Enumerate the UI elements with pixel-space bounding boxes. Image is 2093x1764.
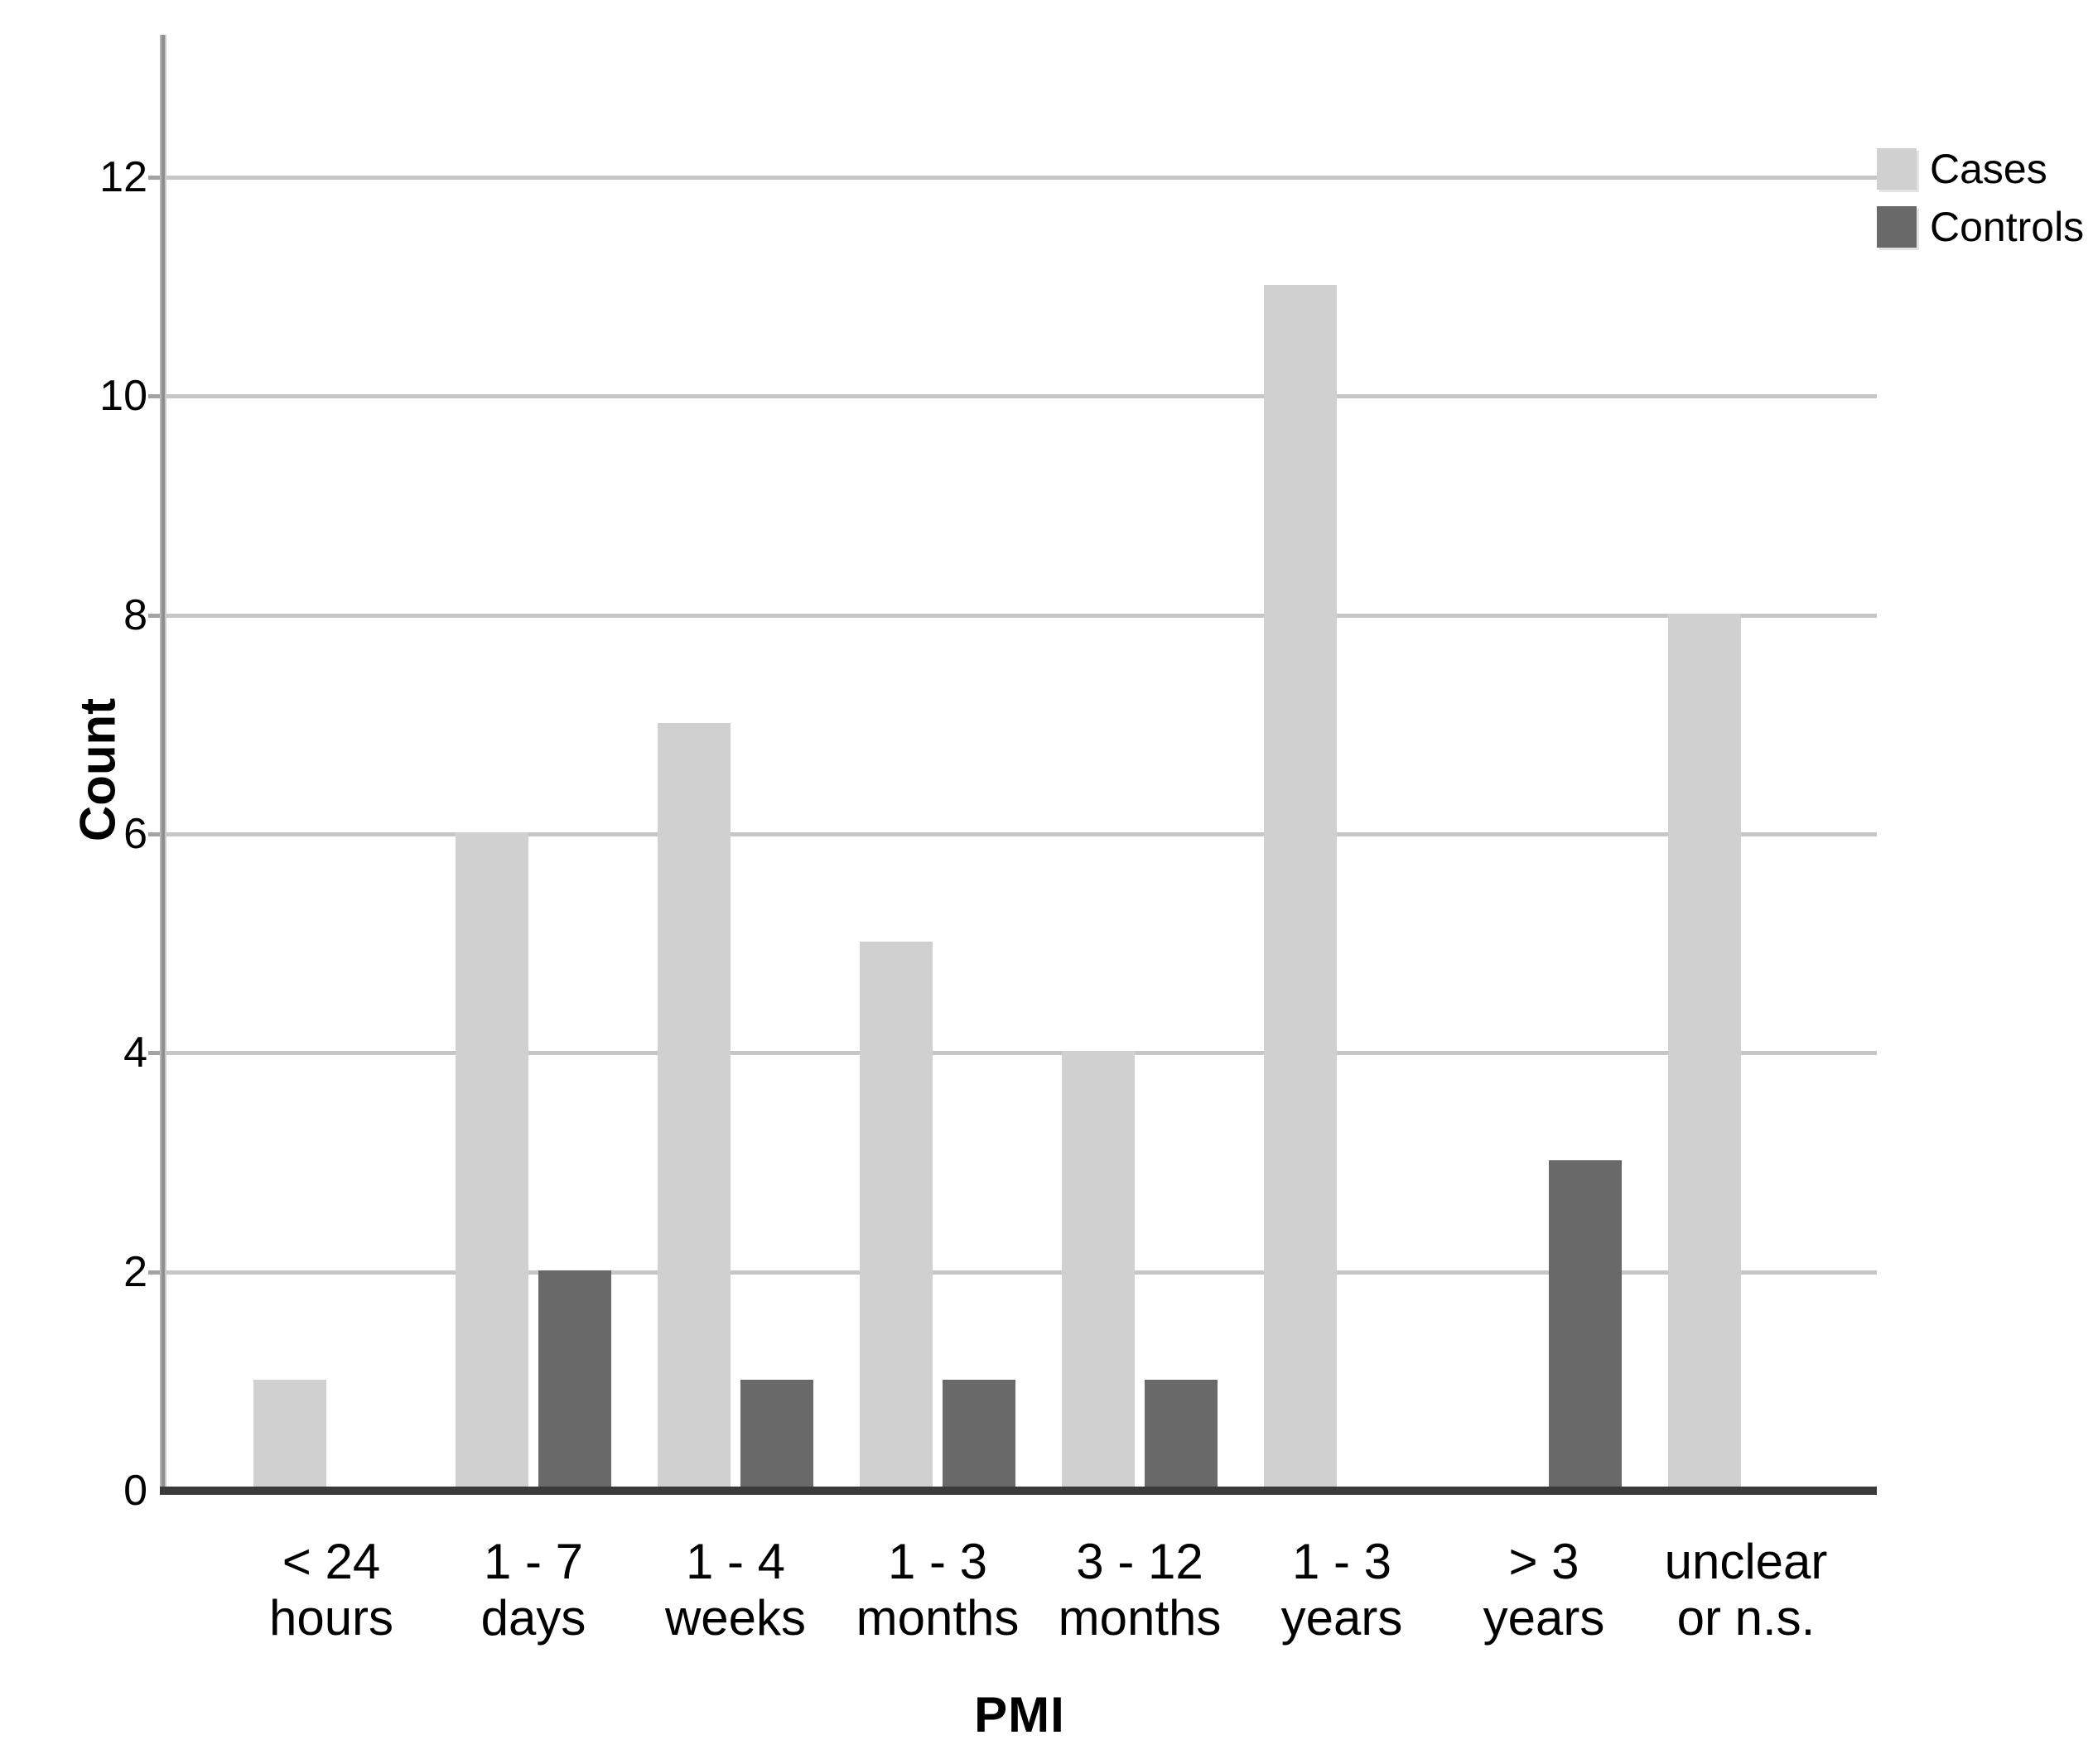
y-tick-label: 4 [123, 1029, 147, 1077]
bar-cases-5 [1264, 285, 1337, 1489]
x-category-label: > 3 years [1483, 1534, 1605, 1646]
bar-cases-2 [658, 722, 731, 1489]
controls-swatch-icon [1877, 206, 1917, 248]
y-tick-label: 12 [99, 152, 147, 201]
y-tick-label: 2 [123, 1247, 147, 1296]
gridline [163, 613, 1877, 618]
y-axis-line [160, 35, 166, 1494]
x-category-label: 1 - 3 months [856, 1534, 1020, 1646]
x-category-label: 1 - 7 days [480, 1534, 586, 1646]
plot-area: < 24 hours 1 - 7 days 1 - 4 weeks 1 - 3 mon… [148, 35, 1877, 1646]
y-tick-label: 6 [123, 809, 147, 858]
y-tick-mark [148, 394, 163, 399]
x-category-label: unclear or n.s. [1664, 1534, 1828, 1646]
x-axis-title: PMI [974, 1687, 1065, 1742]
bar-cases-4 [1062, 1051, 1135, 1489]
y-axis-title: Count [70, 697, 126, 842]
x-category-label: 1 - 4 weeks [664, 1534, 807, 1646]
y-tick-mark [148, 613, 163, 618]
bar-controls-1 [538, 1270, 611, 1489]
cases-swatch-icon [1877, 148, 1917, 190]
legend-label-cases: Cases [1930, 146, 2047, 192]
gridline [163, 1051, 1877, 1056]
bar-cases-1 [456, 831, 528, 1489]
bar-cases-3 [860, 942, 933, 1489]
legend-item-controls: Controls [1877, 205, 2092, 248]
x-category-label: 3 - 12 months [1058, 1534, 1222, 1646]
bar-controls-6 [1549, 1160, 1622, 1489]
y-tick-label: 0 [123, 1467, 147, 1515]
y-tick-label: 10 [99, 372, 147, 421]
bar-cases-7 [1668, 613, 1741, 1489]
x-category-label: 1 - 3 years [1280, 1534, 1403, 1646]
gridline [163, 831, 1877, 836]
bar-cases-0 [253, 1379, 326, 1489]
y-tick-mark [148, 831, 163, 836]
legend-item-cases: Cases [1877, 147, 2092, 190]
bar-controls-3 [943, 1379, 1015, 1489]
gridline [163, 394, 1877, 399]
x-category-label: < 24 hours [268, 1534, 394, 1646]
y-tick-mark [148, 175, 163, 180]
gridline [163, 1270, 1877, 1275]
legend-label-controls: Controls [1930, 204, 2085, 250]
y-tick-mark [148, 1051, 163, 1056]
y-tick-mark [148, 1270, 163, 1275]
x-axis-line [160, 1487, 1877, 1495]
bar-controls-4 [1145, 1379, 1218, 1489]
legend: Cases Controls [1877, 147, 2092, 263]
bar-controls-2 [740, 1379, 813, 1489]
y-tick-label: 8 [123, 590, 147, 639]
gridline [163, 175, 1877, 180]
